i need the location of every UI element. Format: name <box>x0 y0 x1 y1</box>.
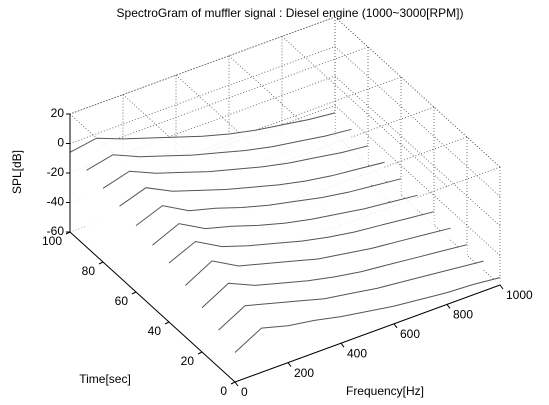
x-tick <box>499 284 504 290</box>
y-axis-label: Time[sec] <box>79 372 131 386</box>
y-tick <box>131 291 137 295</box>
x-axis-label: Frequency[Hz] <box>346 384 424 398</box>
spectrum-line <box>234 277 501 353</box>
y-tick <box>230 381 236 385</box>
z-axis-label: SPL[dB] <box>10 150 24 194</box>
spectrum-line <box>135 178 402 226</box>
y-tick-label: 20 <box>181 354 195 368</box>
spectrum-line <box>102 145 369 189</box>
z-tick-label: -20 <box>47 165 65 179</box>
grid-line <box>69 46 501 197</box>
grid-line <box>135 76 402 195</box>
spectrum-line <box>218 260 484 331</box>
y-tick <box>98 261 104 265</box>
x-tick <box>393 323 398 329</box>
y-tick-label: 0 <box>220 384 227 398</box>
x-tick-label: 200 <box>294 366 314 380</box>
y-tick-label: 80 <box>82 264 96 278</box>
x-tick-label: 1000 <box>506 288 533 302</box>
grid-line <box>69 75 501 227</box>
x-tick <box>234 381 239 387</box>
y-tick-label: 40 <box>148 324 162 338</box>
y-tick <box>164 321 170 325</box>
grid-line <box>69 16 501 168</box>
x-tick <box>287 362 292 367</box>
z-tick-label: -40 <box>47 195 65 209</box>
grid-line <box>102 46 369 165</box>
z-tick-label: -60 <box>47 224 65 238</box>
x-tick-label: 400 <box>347 346 367 360</box>
chart-title: SpectroGram of muffler signal : Diesel e… <box>117 6 464 20</box>
y-tick-label: 100 <box>42 234 62 248</box>
spectrum-line <box>86 128 352 171</box>
spectrum-line <box>185 227 451 286</box>
z-tick-label: 0 <box>57 136 64 150</box>
spectrum-line <box>152 194 418 246</box>
grid-line <box>69 16 336 135</box>
y-tick <box>197 351 203 355</box>
x-tick-label: 0 <box>241 385 248 399</box>
grid-line <box>281 36 448 187</box>
x-tick <box>446 304 451 309</box>
y-tick-label: 60 <box>115 294 129 308</box>
x-tick-label: 800 <box>453 308 473 322</box>
spectrum-line <box>201 244 468 309</box>
surface-fill <box>235 277 500 382</box>
x-tick <box>340 342 345 348</box>
spectrum-line <box>119 161 385 207</box>
spectrum-line <box>69 112 336 153</box>
spectrum-line <box>168 211 435 264</box>
z-tick-label: 20 <box>51 106 65 120</box>
x-tick-label: 600 <box>400 327 420 341</box>
